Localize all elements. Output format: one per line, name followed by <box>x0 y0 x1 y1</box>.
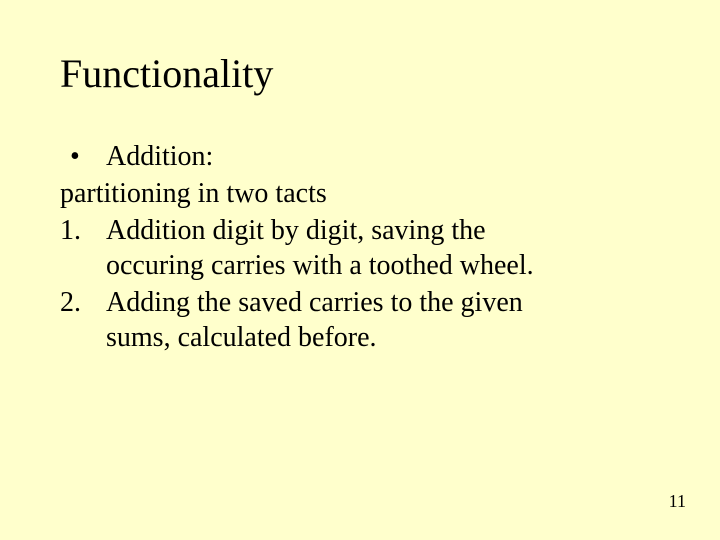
number-text: Addition digit by digit, saving the occu… <box>106 213 660 283</box>
bullet-subline: partitioning in two tacts <box>60 176 660 211</box>
numbered-item: 2. Adding the saved carries to the given… <box>60 285 660 355</box>
numbered-item: 1. Addition digit by digit, saving the o… <box>60 213 660 283</box>
slide-title: Functionality <box>60 50 660 97</box>
bullet-marker: • <box>60 139 106 174</box>
slide: Functionality • Addition: partitioning i… <box>0 0 720 540</box>
number-marker: 2. <box>60 285 106 355</box>
number-text: Adding the saved carries to the given su… <box>106 285 660 355</box>
bullet-text: Addition: <box>106 139 660 174</box>
number-marker: 1. <box>60 213 106 283</box>
page-number: 11 <box>669 491 686 512</box>
bullet-item: • Addition: <box>60 139 660 174</box>
slide-body: • Addition: partitioning in two tacts 1.… <box>60 139 660 355</box>
